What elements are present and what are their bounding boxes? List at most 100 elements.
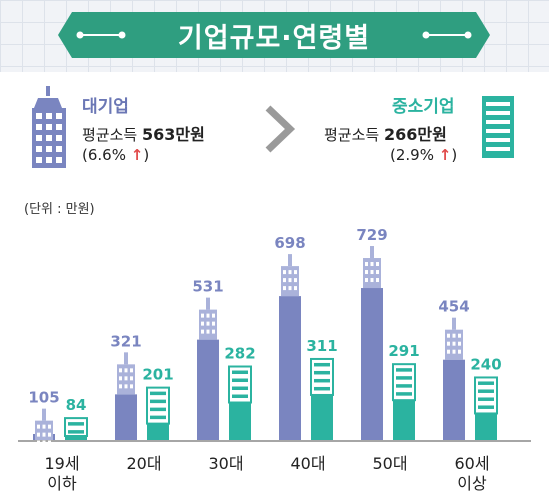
large-company-bar-window [201, 329, 204, 334]
large-company-bar-window [283, 286, 286, 291]
large-company-bar-antenna [42, 408, 46, 421]
small-company-bar-stripe [314, 378, 330, 383]
unit-label: (단위 : 만원) [24, 202, 95, 217]
small-company-bar-stripe [150, 399, 166, 404]
small-company-name: 중소기업 [392, 97, 455, 117]
small-company-bar-stripe [232, 394, 248, 399]
large-company-bar-window [206, 313, 210, 318]
small-company-bar-stripe [478, 389, 494, 393]
large-company-bar-window [283, 270, 286, 275]
large-company-bar-window [294, 278, 297, 283]
small-company-building-icon [482, 96, 514, 158]
large-company-bar-window [288, 278, 292, 283]
small-company-bar [147, 423, 169, 440]
large-company-bar-window [42, 424, 46, 429]
large-company-bar-window [365, 262, 368, 267]
large-company-bar-window [42, 440, 46, 445]
large-company-bar-window [447, 333, 450, 338]
large-company-bar-window [294, 286, 297, 291]
large-company-bar-antenna [206, 297, 210, 310]
large-company-bar-window [458, 341, 461, 346]
large-company-bar-window [37, 424, 40, 429]
large-company-value-label: 321 [110, 332, 141, 350]
large-company-bar-window [124, 376, 128, 381]
large-company-value-label: 729 [356, 226, 387, 244]
large-company-value-label: 454 [438, 298, 469, 316]
large-company-bar-window [212, 321, 215, 326]
small-company-bar-stripe [478, 397, 494, 401]
up-arrow-icon: ↑ [438, 146, 452, 164]
small-company-value-label: 282 [224, 345, 255, 363]
large-company-bar-window [294, 270, 297, 275]
large-company-bar-window [201, 321, 204, 326]
small-company-bar-top [310, 357, 334, 396]
large-company-bar [115, 394, 137, 440]
large-company-bar-window [119, 368, 122, 373]
large-company-bar-window [130, 368, 133, 373]
small-company-bar-stripe [232, 370, 248, 375]
small-change-value: (2.9% [390, 146, 434, 164]
small-company-value-label: 291 [388, 342, 419, 360]
small-company-bar-stripe [478, 405, 494, 409]
large-company-bar-window [37, 432, 40, 437]
large-company-bar [197, 339, 219, 440]
small-company-value-label: 84 [66, 396, 87, 414]
small-company-bar-stripe [232, 386, 248, 391]
large-company-bar-window [48, 440, 51, 445]
large-company-bar-window [447, 341, 450, 346]
large-company-value-label: 531 [192, 278, 223, 296]
small-company-bar-stripe [396, 376, 412, 380]
up-arrow-icon: ↑ [130, 146, 144, 164]
small-company-bar-top [392, 363, 416, 402]
large-company-change: (6.6% ↑) [82, 146, 150, 164]
small-company-bar-top [228, 365, 252, 404]
small-income-value: 266만원 [383, 125, 447, 144]
small-company-change: (2.9% ↑) [390, 146, 458, 164]
small-company-bar [475, 413, 497, 440]
large-company-bar-window [447, 349, 450, 354]
large-company-value-label: 105 [28, 389, 59, 407]
large-company-name: 대기업 [82, 97, 129, 117]
large-company-bar [443, 359, 465, 440]
small-company-bar-stripe [150, 407, 166, 412]
large-company-bar-antenna [288, 254, 292, 267]
small-company-bar-stripe [150, 415, 166, 420]
small-company-bar-stripe [68, 430, 84, 434]
category-label: 50대 [372, 454, 407, 473]
large-income-label: 평균소득 [82, 126, 138, 144]
large-company-bar-window [212, 313, 215, 318]
category-label: 60세 [454, 454, 489, 473]
large-company-bar-antenna [124, 352, 128, 365]
page-title: 기업규모·연령별 [177, 22, 371, 54]
small-company-bar-top [146, 386, 170, 425]
category-label: 20대 [126, 454, 161, 473]
category-label: 이하 [47, 474, 77, 493]
large-company-bar-window [376, 278, 379, 283]
category-label: 40대 [290, 454, 325, 473]
title-banner: 기업규모·연령별 [58, 12, 490, 58]
large-company-bar-window [376, 270, 379, 275]
large-company-bar-window [119, 384, 122, 389]
small-company-bar [311, 394, 333, 440]
large-company-bar-window [452, 333, 456, 338]
small-company-value-label: 311 [306, 337, 337, 355]
small-company-bar-stripe [396, 384, 412, 388]
large-company-bar-tower [35, 420, 53, 440]
category-label: 30대 [208, 454, 243, 473]
large-company-bar [361, 288, 383, 440]
large-company-bar-window [452, 349, 456, 354]
large-company-bar-antenna [452, 317, 456, 330]
large-change-value: (6.6% [82, 146, 126, 164]
large-company-bar-window [42, 432, 46, 437]
small-company-bar [393, 400, 415, 440]
large-company-bar-window [124, 384, 128, 389]
large-company-building-icon [32, 86, 66, 168]
large-company-bar-window [370, 270, 374, 275]
small-company-bar-stripe [314, 386, 330, 391]
small-company-income: 평균소득 266만원 [324, 121, 447, 145]
large-company-bar-window [206, 321, 210, 326]
large-company-bar-window [48, 432, 51, 437]
large-income-value: 563만원 [141, 125, 205, 144]
small-company-bar [229, 402, 251, 440]
